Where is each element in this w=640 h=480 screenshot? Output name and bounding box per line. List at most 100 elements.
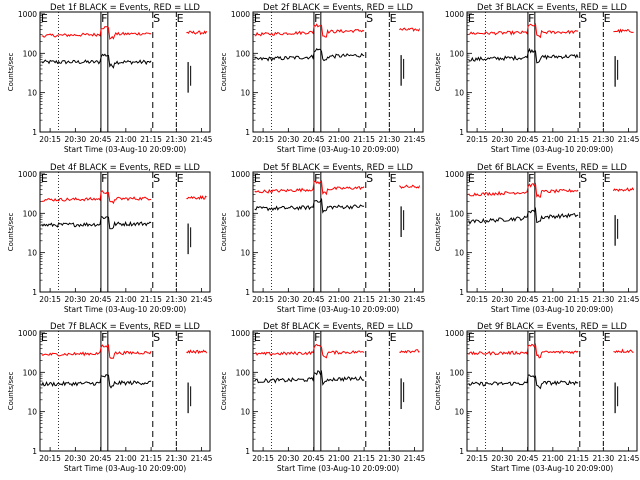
event-letter: E [604, 172, 611, 185]
y-axis-label: Counts/sec [220, 372, 228, 411]
y-tick-label: 100 [236, 368, 251, 377]
x-tick-label: 20:45 [90, 454, 112, 463]
lld-tail-line [613, 348, 634, 354]
x-tick-label: 21:15 [353, 135, 375, 144]
x-tick-label: 21:00 [328, 295, 350, 304]
x-tick-label: 20:15 [252, 454, 274, 463]
y-tick-label: 100 [450, 49, 465, 58]
y-tick-label: 10 [27, 249, 37, 258]
x-tick-label: 20:15 [252, 295, 274, 304]
panel-title: Det 6f BLACK = Events, RED = LLD [477, 163, 627, 173]
y-axis-label: Counts/sec [7, 372, 15, 411]
plot-frame [252, 330, 424, 452]
x-tick-label: 20:15 [466, 295, 488, 304]
x-tick-label: 21:30 [166, 454, 188, 463]
events-line [41, 215, 152, 230]
panel-det-6: Det 6f BLACK = Events, RED = LLD Counts/s… [434, 163, 640, 314]
lld-line [468, 23, 579, 39]
y-tick-label: 10 [454, 408, 464, 417]
y-tick-label: 100 [236, 49, 251, 58]
x-tick-label: 20:45 [303, 295, 325, 304]
panel-det-1: Det 1f BLACK = Events, RED = LLD Counts/s… [7, 3, 213, 154]
events-line [254, 48, 365, 62]
x-tick-label: 21:45 [618, 454, 640, 463]
events-line [254, 369, 365, 386]
x-tick-label: 21:45 [404, 454, 426, 463]
event-letter: S [366, 331, 373, 344]
x-tick-label: 21:00 [328, 454, 350, 463]
x-tick-label: 20:15 [466, 454, 488, 463]
x-tick-label: 21:15 [140, 454, 162, 463]
x-tick-label: 21:45 [404, 295, 426, 304]
event-letter: E [254, 172, 261, 185]
x-tick-label: 21:15 [567, 135, 589, 144]
y-tick-label: 1000 [445, 329, 464, 338]
x-tick-label: 20:45 [303, 135, 325, 144]
x-tick-label: 21:30 [379, 135, 401, 144]
y-tick-label: 10 [240, 408, 250, 417]
lld-tail-line [399, 184, 421, 189]
x-tick-label: 21:00 [542, 454, 564, 463]
event-letter: S [580, 12, 587, 25]
y-tick-label: 1000 [231, 170, 250, 179]
panel-det-9: Det 9f BLACK = Events, RED = LLD Counts/s… [434, 322, 640, 473]
y-tick-label: 100 [450, 209, 465, 218]
event-letter: F [528, 331, 534, 344]
events-line [468, 47, 579, 64]
events-line [468, 374, 579, 390]
event-letter: S [153, 172, 160, 185]
y-tick-label: 1 [32, 447, 37, 456]
x-tick-label: 21:15 [140, 135, 162, 144]
event-letter: S [366, 172, 373, 185]
events-line [41, 53, 152, 69]
lld-line [254, 23, 365, 38]
y-tick-label: 10 [454, 249, 464, 258]
x-tick-label: 20:15 [39, 295, 61, 304]
event-letter: F [101, 172, 107, 185]
x-tick-label: 21:45 [191, 135, 213, 144]
event-letter: F [314, 12, 320, 25]
panel-title: Det 8f BLACK = Events, RED = LLD [263, 322, 413, 332]
event-letter: E [254, 331, 261, 344]
x-tick-label: 20:30 [492, 135, 514, 144]
x-tick-label: 20:30 [65, 295, 87, 304]
x-axis-label: Start Time (03-Aug-10 20:09:00) [491, 305, 613, 314]
x-tick-label: 21:45 [191, 295, 213, 304]
y-axis-label: Counts/sec [7, 53, 15, 92]
y-tick-label: 10 [454, 89, 464, 98]
plot-frame [39, 330, 211, 452]
event-letter: E [177, 172, 184, 185]
y-tick-label: 10 [27, 89, 37, 98]
x-tick-label: 20:15 [466, 135, 488, 144]
event-letter: F [314, 331, 320, 344]
x-tick-label: 21:15 [353, 295, 375, 304]
panel-title: Det 9f BLACK = Events, RED = LLD [477, 322, 627, 332]
x-tick-label: 20:30 [492, 295, 514, 304]
x-tick-label: 21:30 [166, 295, 188, 304]
y-tick-label: 1000 [231, 10, 250, 19]
panel-title: Det 2f BLACK = Events, RED = LLD [263, 3, 413, 13]
event-letter: E [390, 12, 397, 25]
x-tick-label: 21:30 [379, 454, 401, 463]
event-letter: E [390, 172, 397, 185]
x-tick-label: 21:30 [593, 454, 615, 463]
panel-title: Det 1f BLACK = Events, RED = LLD [50, 3, 200, 13]
event-letter: E [41, 12, 48, 25]
lld-line [468, 343, 579, 359]
event-letter: S [366, 12, 373, 25]
x-tick-label: 21:45 [618, 135, 640, 144]
x-tick-label: 21:45 [404, 135, 426, 144]
x-tick-label: 20:45 [90, 135, 112, 144]
x-tick-label: 21:45 [618, 295, 640, 304]
x-axis-label: Start Time (03-Aug-10 20:09:00) [64, 464, 186, 473]
x-tick-label: 21:00 [542, 135, 564, 144]
y-tick-label: 1000 [18, 329, 37, 338]
y-tick-label: 100 [236, 209, 251, 218]
x-tick-label: 21:30 [593, 295, 615, 304]
y-tick-label: 1000 [445, 10, 464, 19]
y-tick-label: 10 [27, 408, 37, 417]
plot-frame [39, 171, 211, 293]
panel-title: Det 4f BLACK = Events, RED = LLD [50, 163, 200, 173]
x-tick-label: 21:00 [115, 295, 137, 304]
y-axis-label: Counts/sec [7, 213, 15, 252]
